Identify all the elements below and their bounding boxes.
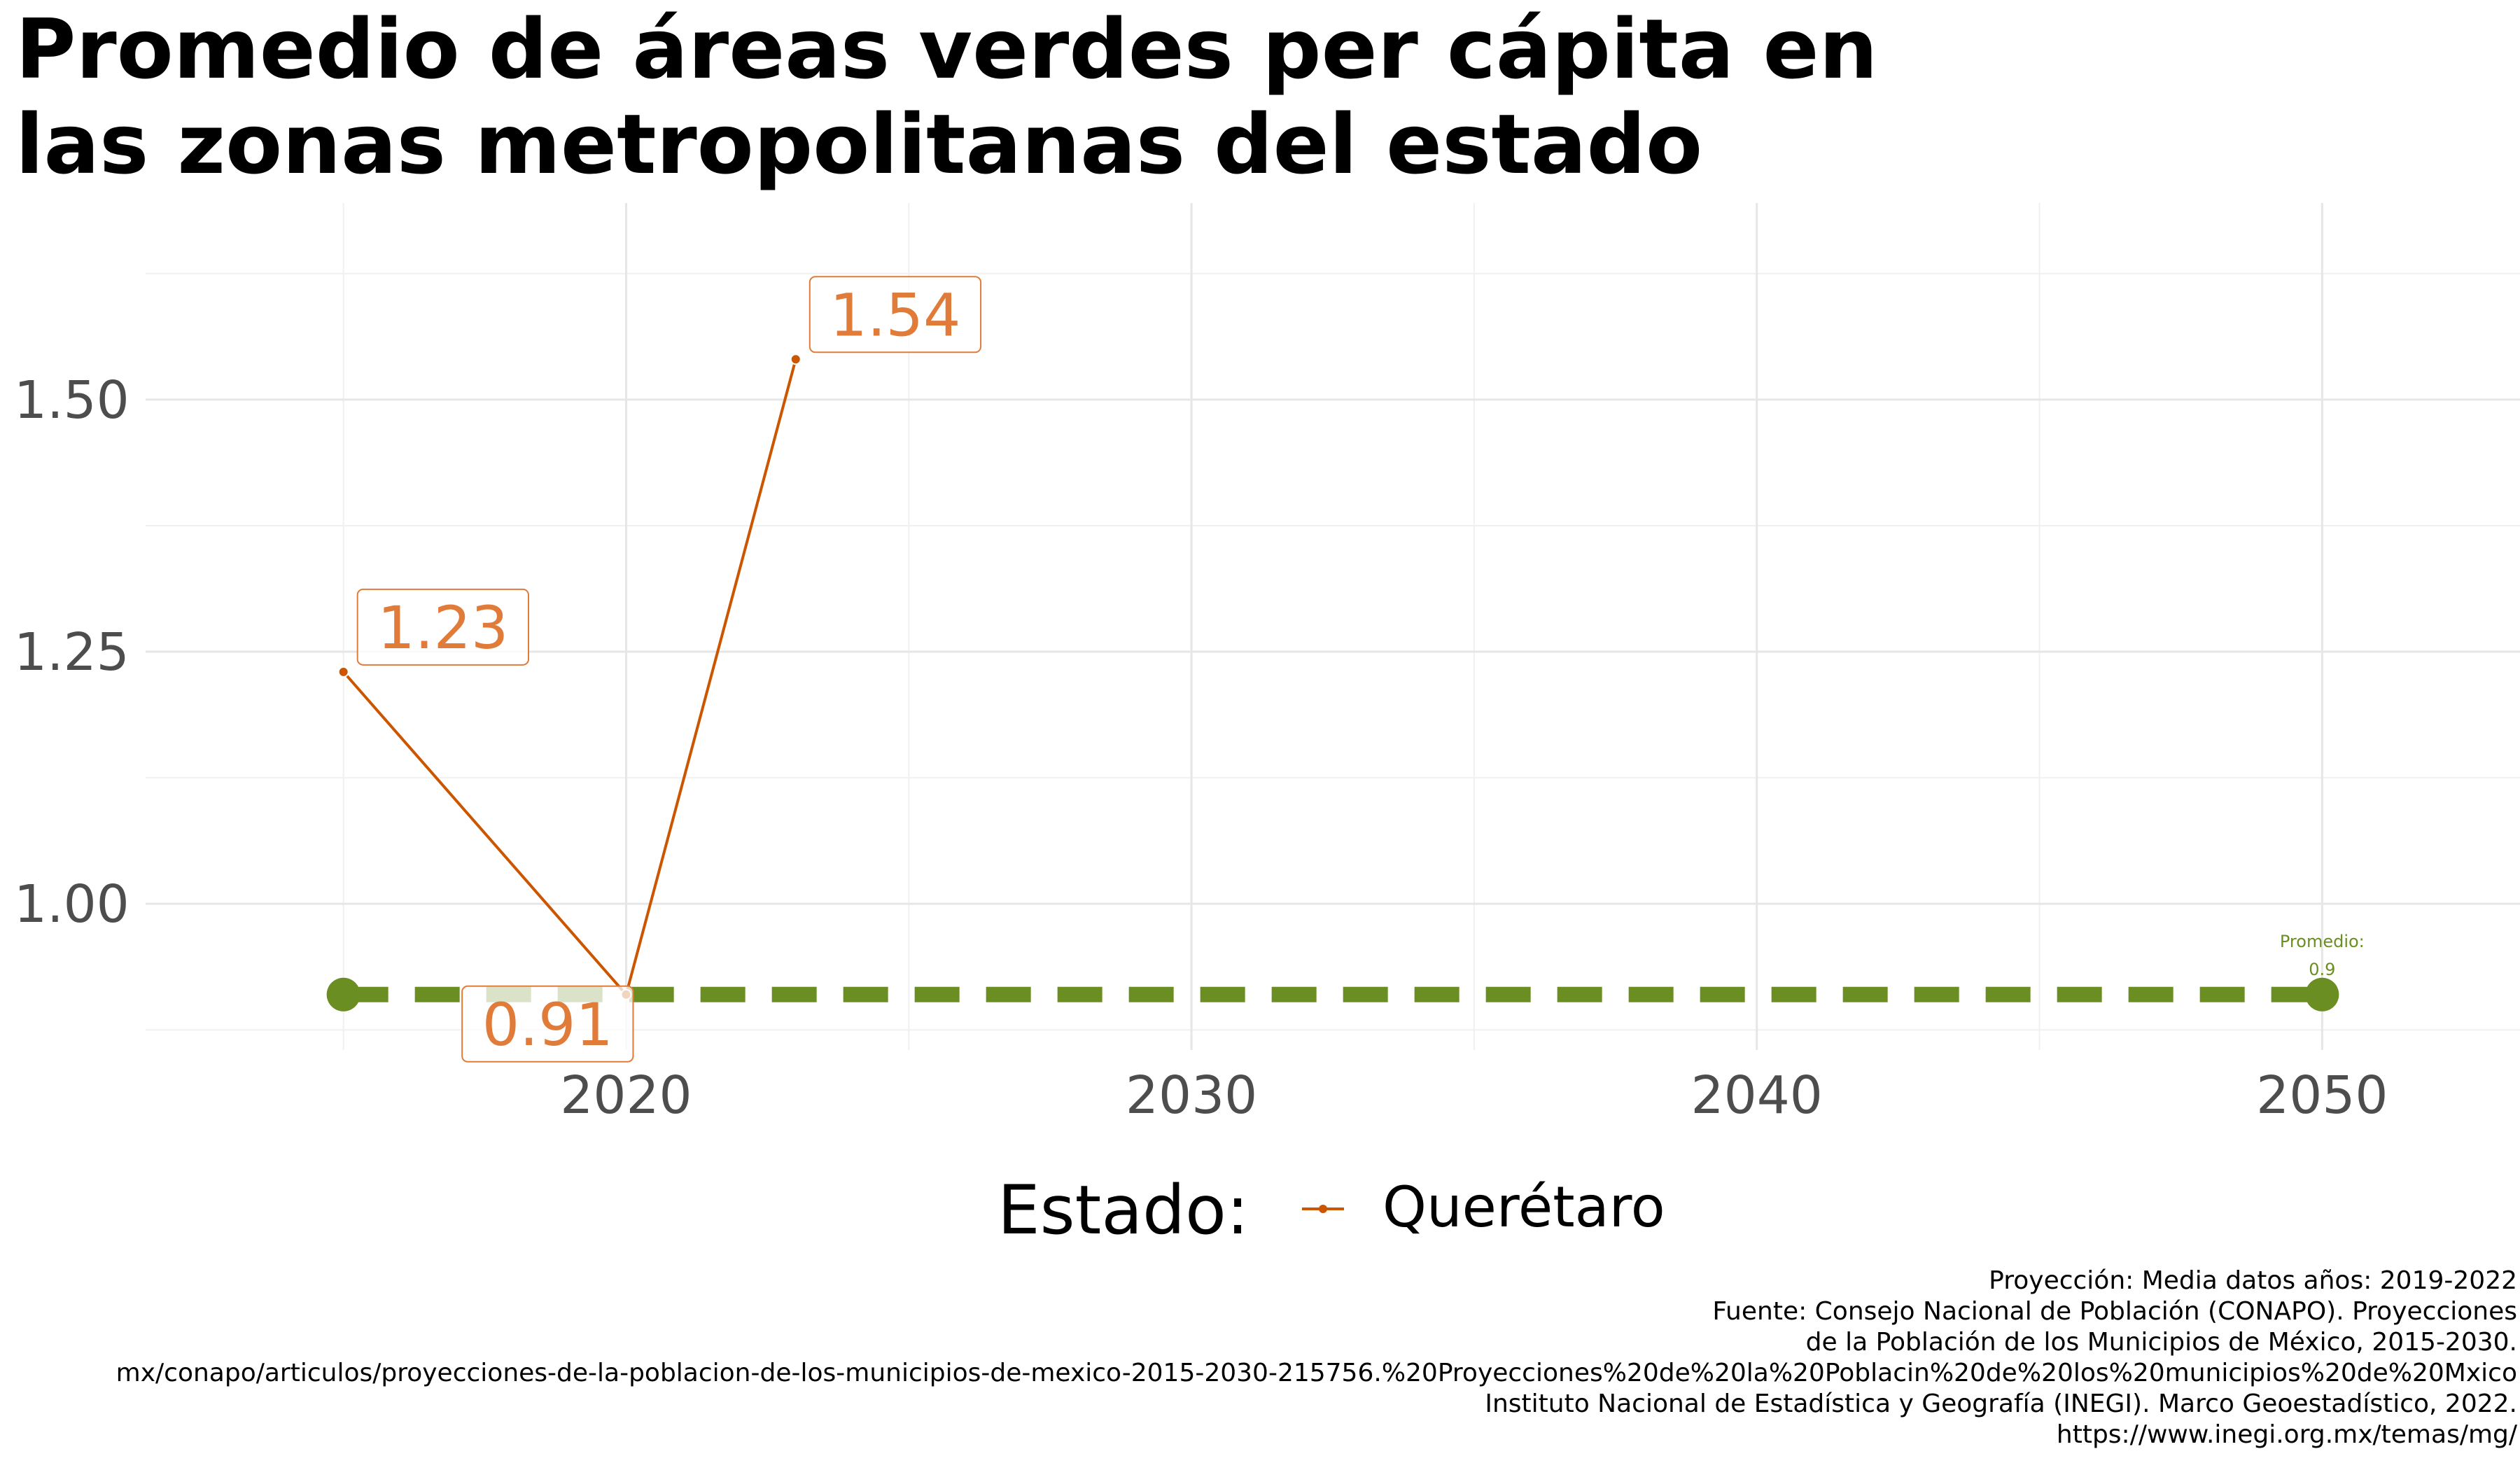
data-point	[337, 666, 349, 678]
data-label: 0.91	[482, 990, 613, 1059]
legend-item-queretaro: Querétaro	[1382, 1175, 1665, 1240]
data-label: 1.54	[830, 281, 960, 349]
caption-line-1: Proyección: Media datos años: 2019-2022	[1989, 1266, 2517, 1295]
average-annotation-value: 0.9	[2309, 960, 2335, 979]
caption-line-4: mx/conapo/articulos/proyecciones-de-la-p…	[115, 1359, 2517, 1387]
x-tick-label: 2030	[1126, 1065, 1257, 1126]
average-reference-line: Promedio: 0.9	[326, 932, 2365, 1011]
chart-title-line-2: las zonas metropolitanas del estado	[15, 96, 1703, 192]
y-tick-label: 1.50	[14, 370, 130, 430]
caption-line-2: Fuente: Consejo Nacional de Población (C…	[1712, 1297, 2517, 1326]
series-queretaro	[337, 354, 802, 1000]
caption-line-5: Instituto Nacional de Estadística y Geog…	[1485, 1390, 2517, 1418]
y-axis-tick-labels: 1.00 1.25 1.50	[14, 370, 130, 934]
legend-key-point	[1319, 1205, 1327, 1213]
data-point	[790, 354, 802, 365]
legend: Estado: Querétaro	[997, 1171, 1665, 1250]
x-tick-label: 2050	[2256, 1065, 2388, 1126]
average-end-point	[2305, 977, 2339, 1011]
average-annotation-label: Promedio:	[2280, 932, 2365, 951]
x-tick-label: 2020	[560, 1065, 692, 1126]
caption-line-3: de la Población de los Municipios de Méx…	[1805, 1328, 2517, 1357]
data-label-box	[808, 276, 982, 354]
caption: Proyección: Media datos años: 2019-2022 …	[0, 1266, 2517, 1450]
data-label-box	[356, 588, 529, 666]
chart-title-line-1: Promedio de áreas verdes per cápita en	[15, 1, 1878, 97]
y-tick-label: 1.00	[14, 874, 130, 934]
chart-title: Promedio de áreas verdes per cápita en l…	[15, 1, 2115, 192]
legend-title: Estado:	[997, 1171, 1249, 1250]
major-gridlines	[146, 203, 2520, 1050]
series-line	[342, 358, 797, 997]
data-label-box	[461, 985, 634, 1063]
line-chart: 1.00 1.25 1.50 2020 2030 2040 2050 Promedio: 0…	[14, 203, 2520, 1250]
x-axis-tick-labels: 2020 2030 2040 2050	[560, 1065, 2388, 1126]
data-label: 1.23	[377, 594, 508, 662]
y-tick-label: 1.25	[14, 622, 130, 682]
x-tick-label: 2040	[1691, 1065, 1823, 1126]
average-start-point	[326, 977, 360, 1011]
data-labels: 1.23 0.91 1.54	[356, 276, 982, 1063]
caption-line-6: https://www.inegi.org.mx/temas/mg/	[2056, 1420, 2517, 1449]
